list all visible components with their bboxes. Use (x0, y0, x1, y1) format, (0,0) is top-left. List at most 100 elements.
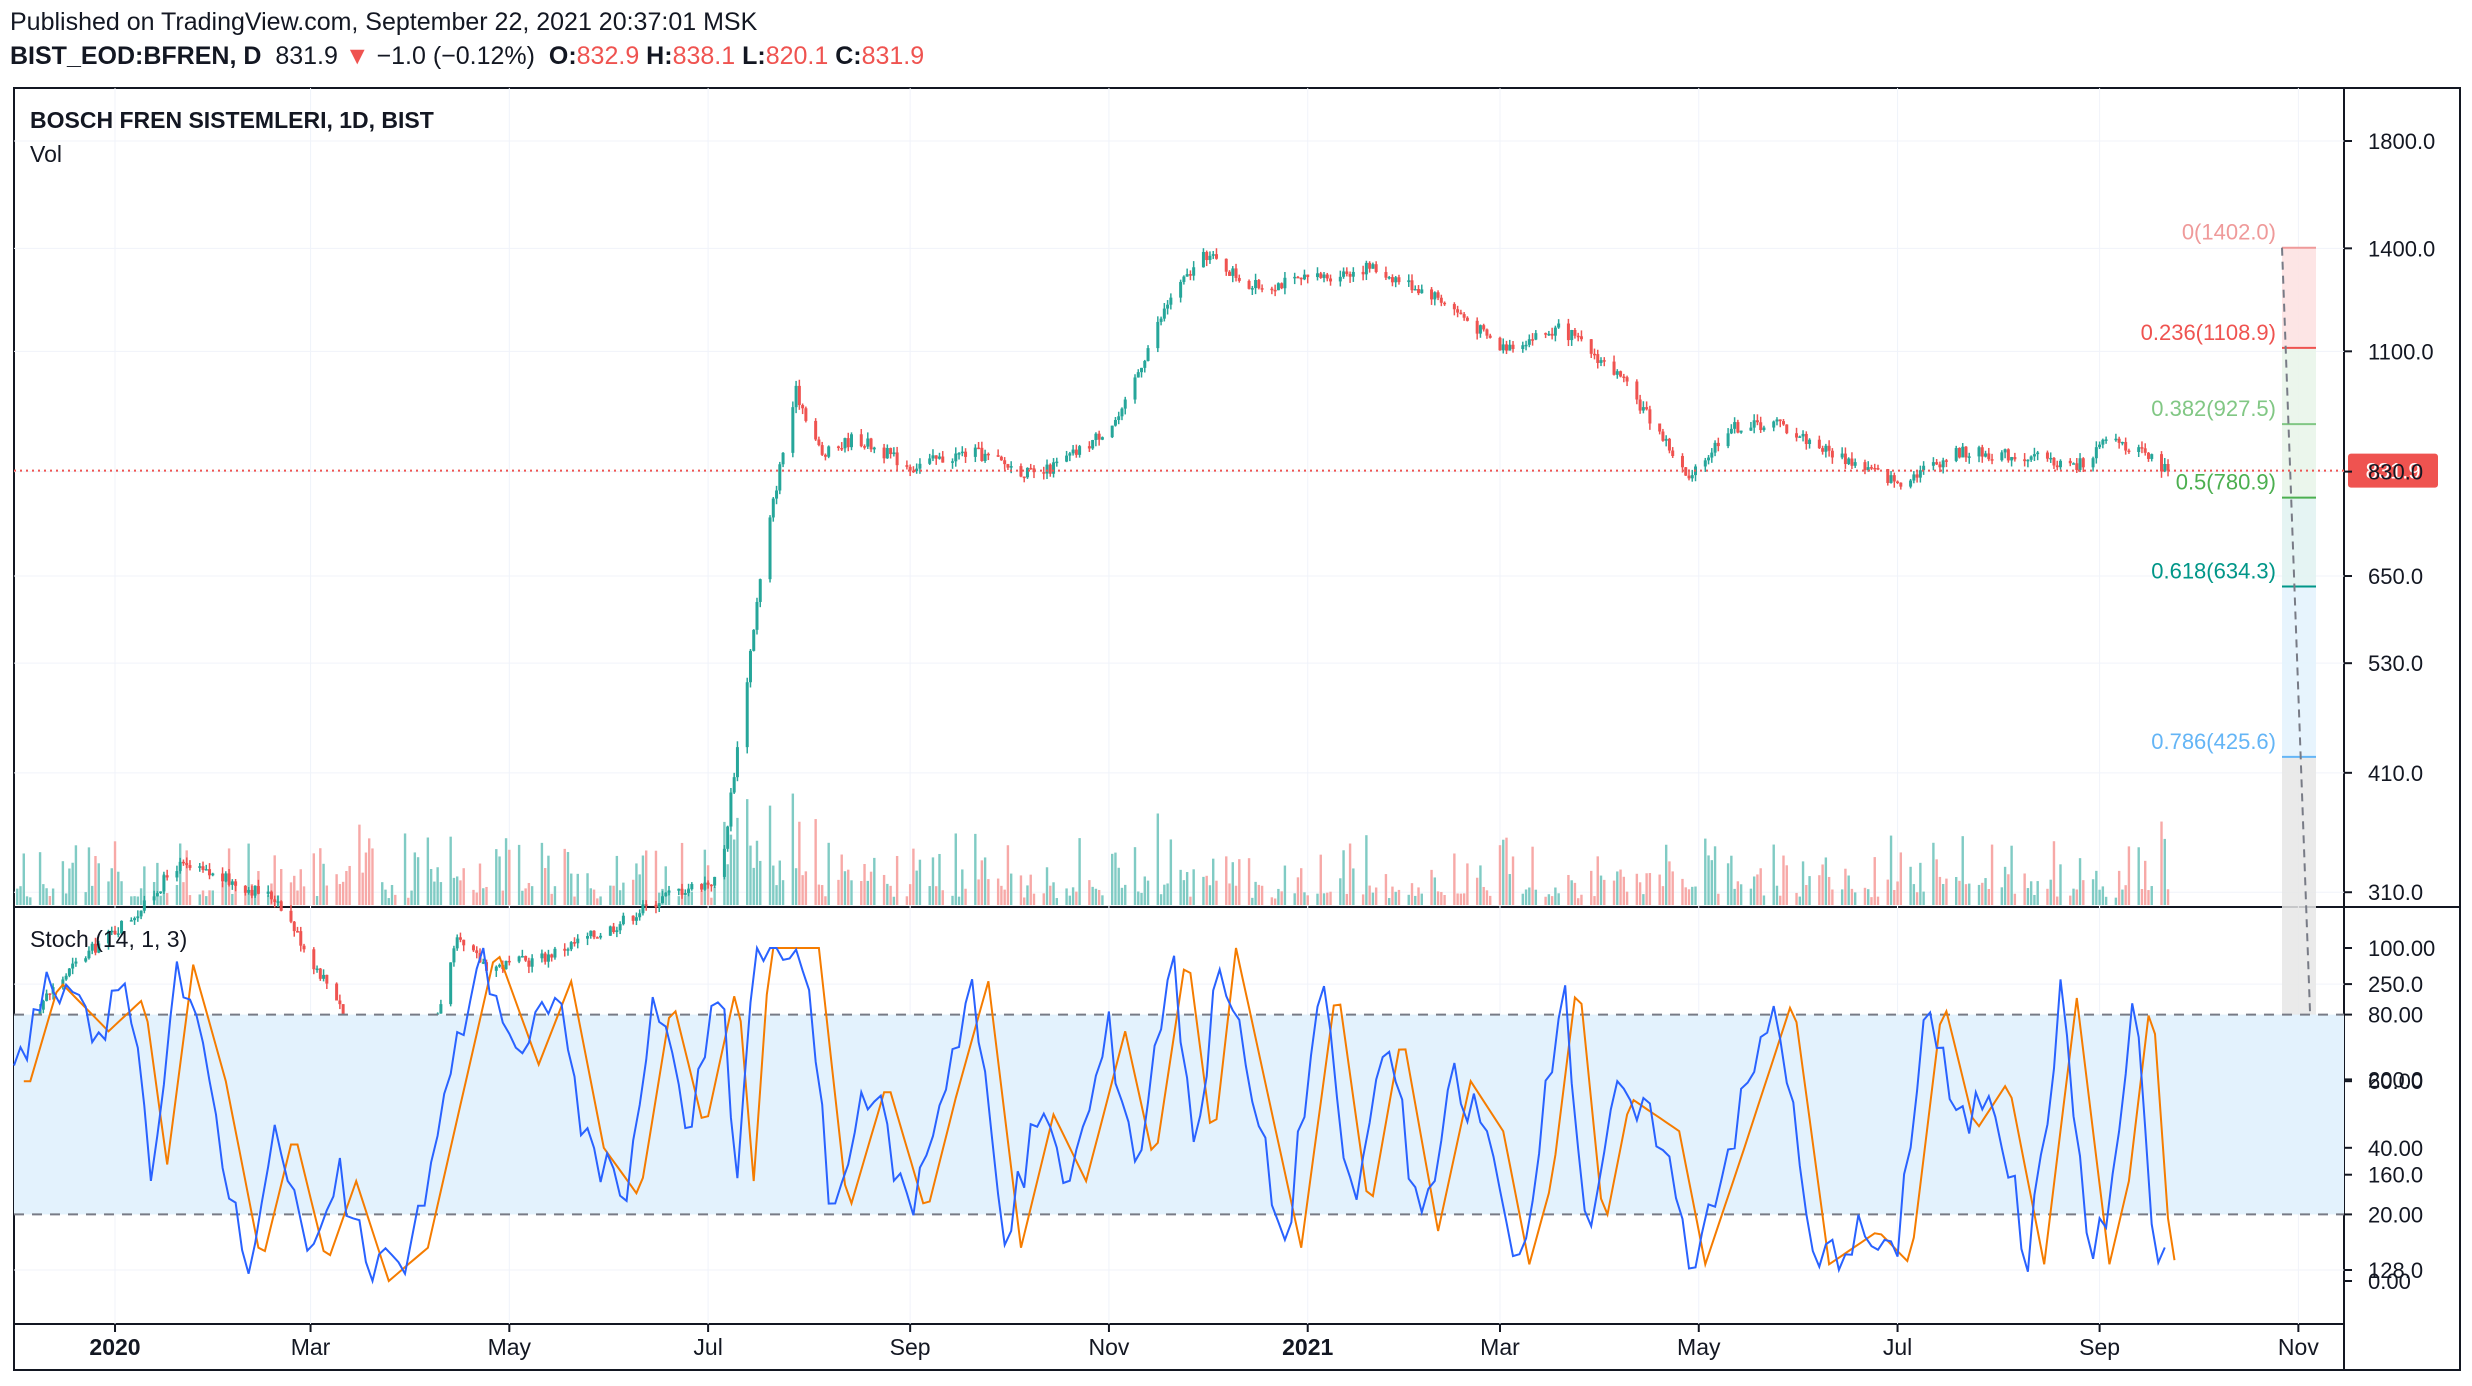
time-tick-label: 2021 (1282, 1334, 1333, 1360)
volume-bar (1143, 876, 1146, 905)
candle-body (2013, 457, 2017, 460)
volume-bar (928, 886, 931, 905)
volume-bar (2033, 894, 2036, 905)
candle-body (1566, 323, 1570, 341)
price-axis[interactable]: 1800.0 1400.0 1100.0 830.0 650.0 530.0 410.0 31… (2344, 129, 2435, 1283)
volume-bar (2059, 864, 2062, 905)
volume-bar (201, 890, 205, 905)
candle-body (1052, 462, 1056, 474)
volume-bar (1414, 895, 1417, 905)
volume-bar (384, 889, 387, 905)
volume-bar (472, 889, 475, 905)
candle-body (1736, 422, 1740, 433)
volume-bar (1485, 890, 1489, 905)
symbol-label[interactable]: BIST_EOD:BFREN, D (10, 42, 262, 70)
volume-bar (1694, 886, 1697, 905)
candle-body (250, 889, 254, 896)
fib-zone (2282, 497, 2316, 587)
candle-body (1944, 460, 1948, 462)
candle-body (882, 447, 886, 459)
candle-body (1348, 274, 1352, 277)
chart-frame (13, 87, 2461, 1371)
volume-bar (586, 873, 589, 905)
candle-body (527, 960, 531, 967)
candle-body (667, 890, 671, 893)
candle-body (1505, 344, 1509, 351)
candle-body (1283, 277, 1287, 289)
candle-body (1553, 327, 1557, 336)
volume-bar (1955, 876, 1958, 905)
candle-body (211, 873, 215, 876)
volume-bar (1407, 894, 1410, 905)
volume-bar (729, 834, 733, 905)
candle-body (941, 456, 945, 463)
candle-body (543, 953, 547, 962)
volume-bar (746, 799, 749, 905)
candle-body (778, 464, 782, 491)
volume-bar (1544, 896, 1547, 905)
volume-bar (1528, 887, 1531, 905)
volume-bar (2163, 838, 2166, 905)
candle-body (1247, 280, 1251, 289)
volume-bar (1736, 881, 1740, 905)
candle-body (683, 893, 687, 895)
candle-body (1009, 466, 1013, 468)
volume-bar (1502, 839, 1505, 905)
stoch-axis[interactable]: 100.00 80.00 60.00 40.00 20.00 0.00 (2344, 936, 2435, 1294)
candle-body (1850, 458, 1854, 466)
volume-bar (198, 894, 201, 905)
time-tick-label: Nov (1088, 1334, 1129, 1360)
candle-body (2098, 444, 2102, 448)
candle-body (471, 945, 475, 951)
candle-body (67, 968, 71, 976)
candle-body (758, 579, 762, 602)
volume-bar (1590, 870, 1593, 905)
volume-bar (1319, 854, 1322, 905)
candle-body (1482, 325, 1486, 330)
candle-body (680, 888, 684, 895)
volume-bar (1557, 893, 1560, 905)
volume-bar (1704, 838, 1707, 905)
candle-body (1136, 372, 1140, 378)
candle-body (1420, 289, 1424, 294)
candle-body (1733, 422, 1737, 429)
candle-body (520, 955, 524, 958)
volume-bar (2046, 888, 2049, 905)
candle-body (302, 945, 306, 950)
stoch-pane[interactable] (13, 944, 2344, 1285)
volume-bar (403, 833, 407, 905)
candle-body (1671, 450, 1675, 456)
candle-body (1315, 273, 1319, 278)
volume-bar (2007, 874, 2010, 905)
candle-body (1394, 277, 1398, 283)
volume-bar (781, 880, 785, 905)
candle-body (755, 601, 759, 630)
volume-bar (1205, 875, 1208, 905)
candle-body (234, 881, 238, 886)
candle-body (517, 956, 521, 962)
volume-bar (1922, 891, 1925, 905)
candle-body (1638, 399, 1642, 411)
volume-bar (315, 896, 319, 905)
candle-body (608, 926, 612, 936)
volume-bar (2160, 821, 2163, 905)
volume-bar (889, 885, 892, 905)
candle-body (999, 456, 1003, 461)
candle-body (45, 993, 49, 1001)
candle-body (615, 930, 619, 933)
candle-body (550, 954, 554, 958)
published-line: Published on TradingView.com, September … (10, 8, 758, 36)
volume-bar (1342, 850, 1345, 905)
candle-body (1889, 475, 1893, 483)
volume-bar (2091, 879, 2095, 905)
volume-bar (312, 853, 316, 905)
time-axis[interactable]: 2020 Mar May Jul Sep Nov 2021 Mar May Jul Sep Nov (89, 1324, 2319, 1360)
volume-bar (504, 838, 508, 905)
volume-bar (1251, 897, 1254, 905)
volume-bar (1945, 878, 1948, 905)
volume-bar (1798, 896, 1801, 905)
volume-bar (2029, 881, 2033, 905)
volume-bar (1576, 898, 1580, 905)
volume-bar (322, 863, 325, 905)
